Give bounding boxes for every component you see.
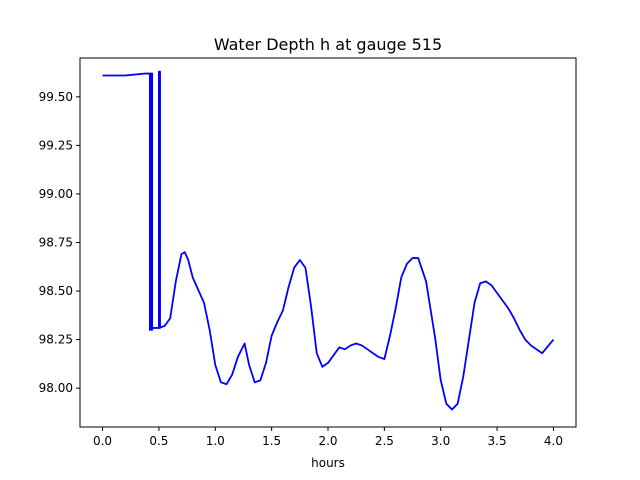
y-tick-label: 98.50 xyxy=(39,284,73,298)
x-tick-label: 2.5 xyxy=(375,434,394,448)
y-axis-ticks: 98.00 98.25 98.50 98.75 99.00 99.25 99.50 xyxy=(39,90,80,395)
plot-series xyxy=(102,70,555,411)
x-axis-label: hours xyxy=(311,456,345,470)
x-tick-label: 3.5 xyxy=(488,434,507,448)
chart-title: Water Depth h at gauge 515 xyxy=(214,35,442,54)
y-tick-label: 99.50 xyxy=(39,90,73,104)
y-tick-label: 98.25 xyxy=(39,333,73,347)
y-tick-label: 98.00 xyxy=(39,381,73,395)
x-tick-label: 0.0 xyxy=(93,434,112,448)
x-tick-label: 1.0 xyxy=(206,434,225,448)
y-tick-label: 99.00 xyxy=(39,187,73,201)
x-tick-label: 3.0 xyxy=(431,434,450,448)
x-tick-label: 0.5 xyxy=(149,434,168,448)
x-tick-label: 4.0 xyxy=(544,434,563,448)
y-tick-label: 98.75 xyxy=(39,236,73,250)
y-tick-label: 99.25 xyxy=(39,138,73,152)
plot-frame xyxy=(79,57,577,428)
series-line-0 xyxy=(102,70,555,411)
x-tick-label: 1.5 xyxy=(262,434,281,448)
x-tick-label: 2.0 xyxy=(318,434,337,448)
x-axis-ticks: 0.0 0.5 1.0 1.5 2.0 2.5 3.0 3.5 4.0 xyxy=(93,427,563,448)
